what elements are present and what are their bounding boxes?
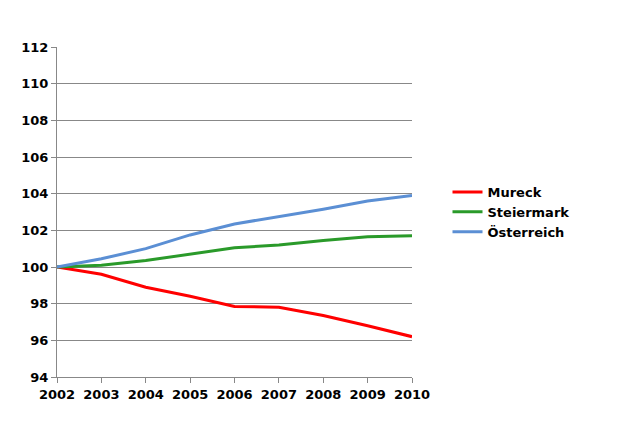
svg-text:106: 106 [21, 150, 48, 165]
svg-text:2006: 2006 [216, 387, 252, 402]
svg-text:2009: 2009 [350, 387, 386, 402]
svg-text:Österreich: Österreich [488, 225, 565, 240]
svg-text:2007: 2007 [261, 387, 297, 402]
svg-text:2010: 2010 [394, 387, 430, 402]
svg-text:2003: 2003 [83, 387, 119, 402]
svg-text:112: 112 [21, 40, 48, 55]
svg-text:96: 96 [30, 333, 48, 348]
svg-text:94: 94 [30, 370, 48, 385]
svg-text:100: 100 [21, 260, 48, 275]
svg-text:2008: 2008 [305, 387, 341, 402]
svg-text:108: 108 [21, 113, 48, 128]
svg-text:110: 110 [21, 76, 48, 91]
svg-text:104: 104 [21, 186, 48, 201]
svg-text:2004: 2004 [128, 387, 164, 402]
svg-text:2002: 2002 [39, 387, 75, 402]
svg-text:98: 98 [30, 296, 48, 311]
svg-text:2005: 2005 [172, 387, 208, 402]
svg-text:102: 102 [21, 223, 48, 238]
svg-text:Steiermark: Steiermark [488, 205, 570, 220]
svg-text:Mureck: Mureck [488, 185, 542, 200]
